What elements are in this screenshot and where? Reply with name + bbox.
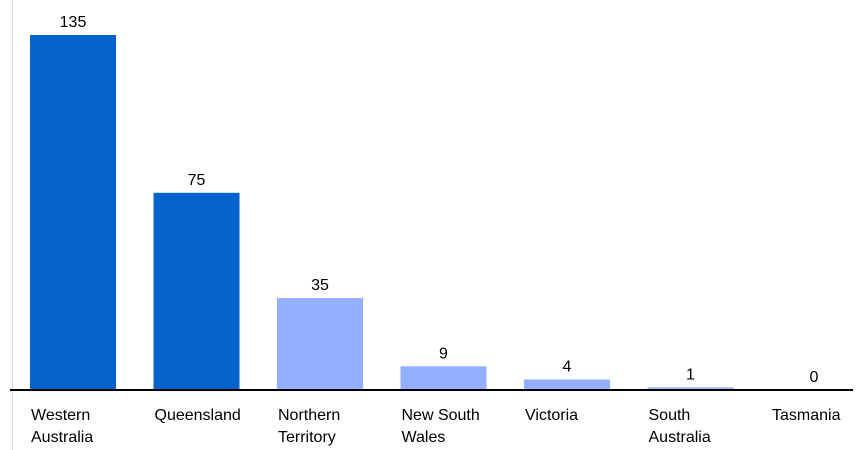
data-label-1: 75 bbox=[188, 172, 206, 189]
category-label-4: Victoria bbox=[525, 407, 578, 424]
category-label-2-line-1: Territory bbox=[278, 429, 336, 446]
bar-4 bbox=[524, 379, 610, 390]
data-label-3: 9 bbox=[439, 345, 448, 362]
category-label-6: Tasmania bbox=[772, 407, 841, 424]
bar-3 bbox=[400, 366, 487, 390]
bar-1 bbox=[153, 192, 240, 390]
category-label-0-line-1: Australia bbox=[31, 429, 93, 446]
category-label-5-line-0: South bbox=[649, 407, 691, 424]
category-label-3-line-1: Wales bbox=[402, 429, 446, 446]
data-label-6: 0 bbox=[810, 369, 819, 386]
data-label-4: 4 bbox=[563, 359, 572, 376]
category-label-4-line-0: Victoria bbox=[525, 407, 578, 424]
category-label-5-line-1: Australia bbox=[649, 429, 711, 446]
bar-0 bbox=[30, 35, 116, 390]
data-labels-group: 135 75 35 9 4 1 0 bbox=[60, 14, 819, 386]
data-label-5: 1 bbox=[686, 366, 695, 383]
data-label-2: 35 bbox=[311, 277, 329, 294]
category-label-0-line-0: Western bbox=[31, 407, 90, 424]
category-label-3-line-0: New South bbox=[402, 407, 480, 424]
category-label-0: Western Australia bbox=[31, 407, 93, 446]
category-label-5: South Australia bbox=[649, 407, 711, 446]
bar-5 bbox=[647, 387, 734, 390]
category-labels-group: Western Australia Queensland Northern Territ… bbox=[31, 407, 841, 446]
bars-group bbox=[30, 35, 734, 390]
bar-2 bbox=[277, 298, 363, 390]
category-label-2-line-0: Northern bbox=[278, 407, 340, 424]
category-label-2: Northern Territory bbox=[278, 407, 340, 446]
data-label-0: 135 bbox=[60, 14, 87, 31]
category-label-1-line-0: Queensland bbox=[155, 407, 241, 424]
category-label-1: Queensland bbox=[155, 407, 241, 424]
category-label-6-line-0: Tasmania bbox=[772, 407, 841, 424]
category-label-3: New South Wales bbox=[402, 407, 480, 446]
